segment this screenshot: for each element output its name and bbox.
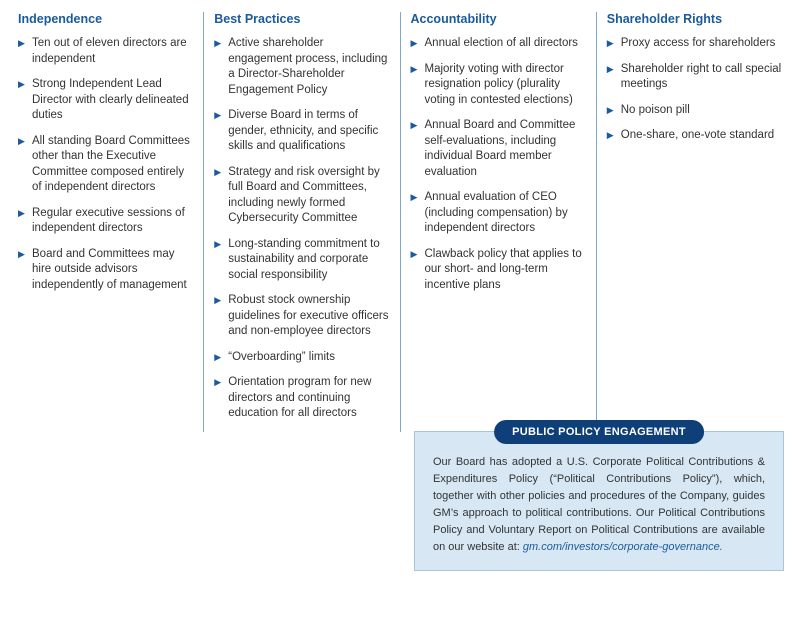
list-item: Strong Independent Lead Director with cl… (18, 77, 193, 124)
callout-title: PUBLIC POLICY ENGAGEMENT (494, 420, 704, 444)
list-best-practices: Active shareholder engagement process, i… (214, 36, 389, 422)
column-best-practices: Best Practices Active shareholder engage… (204, 12, 400, 432)
list-item: Majority voting with director resignatio… (411, 62, 586, 109)
column-independence: Independence Ten out of eleven directors… (18, 12, 204, 432)
list-item: All standing Board Committees other than… (18, 134, 193, 196)
column-accountability: Accountability Annual election of all di… (401, 12, 597, 432)
governance-columns: Independence Ten out of eleven directors… (18, 12, 782, 432)
list-item: One-share, one-vote standard (607, 128, 782, 144)
list-item: Annual evaluation of CEO (including comp… (411, 190, 586, 237)
list-shareholder-rights: Proxy access for shareholders Shareholde… (607, 36, 782, 144)
list-item: Ten out of eleven directors are independ… (18, 36, 193, 67)
list-item: Clawback policy that applies to our shor… (411, 247, 586, 294)
callout-link[interactable]: gm.com/investors/corporate-governance. (523, 541, 723, 553)
list-item: Regular executive sessions of independen… (18, 206, 193, 237)
callout-body: Our Board has adopted a U.S. Corporate P… (414, 431, 784, 571)
public-policy-callout: PUBLIC POLICY ENGAGEMENT Our Board has a… (414, 420, 784, 571)
list-item: No poison pill (607, 103, 782, 119)
list-item: Orientation program for new directors an… (214, 375, 389, 422)
list-item: Active shareholder engagement process, i… (214, 36, 389, 98)
list-item: Diverse Board in terms of gender, ethnic… (214, 108, 389, 155)
list-item: Annual election of all directors (411, 36, 586, 52)
list-item: Shareholder right to call special meetin… (607, 62, 782, 93)
list-independence: Ten out of eleven directors are independ… (18, 36, 193, 293)
list-item: Robust stock ownership guidelines for ex… (214, 293, 389, 340)
list-item: Annual Board and Committee self-evaluati… (411, 118, 586, 180)
list-item: “Overboarding” limits (214, 350, 389, 366)
list-item: Long-standing commitment to sustainabili… (214, 237, 389, 284)
heading-independence: Independence (18, 12, 193, 26)
list-item: Board and Committees may hire outside ad… (18, 247, 193, 294)
column-shareholder-rights: Shareholder Rights Proxy access for shar… (597, 12, 782, 432)
list-item: Proxy access for shareholders (607, 36, 782, 52)
heading-best-practices: Best Practices (214, 12, 389, 26)
callout-text: Our Board has adopted a U.S. Corporate P… (433, 456, 765, 553)
heading-accountability: Accountability (411, 12, 586, 26)
list-item: Strategy and risk oversight by full Boar… (214, 165, 389, 227)
heading-shareholder-rights: Shareholder Rights (607, 12, 782, 26)
list-accountability: Annual election of all directors Majorit… (411, 36, 586, 293)
